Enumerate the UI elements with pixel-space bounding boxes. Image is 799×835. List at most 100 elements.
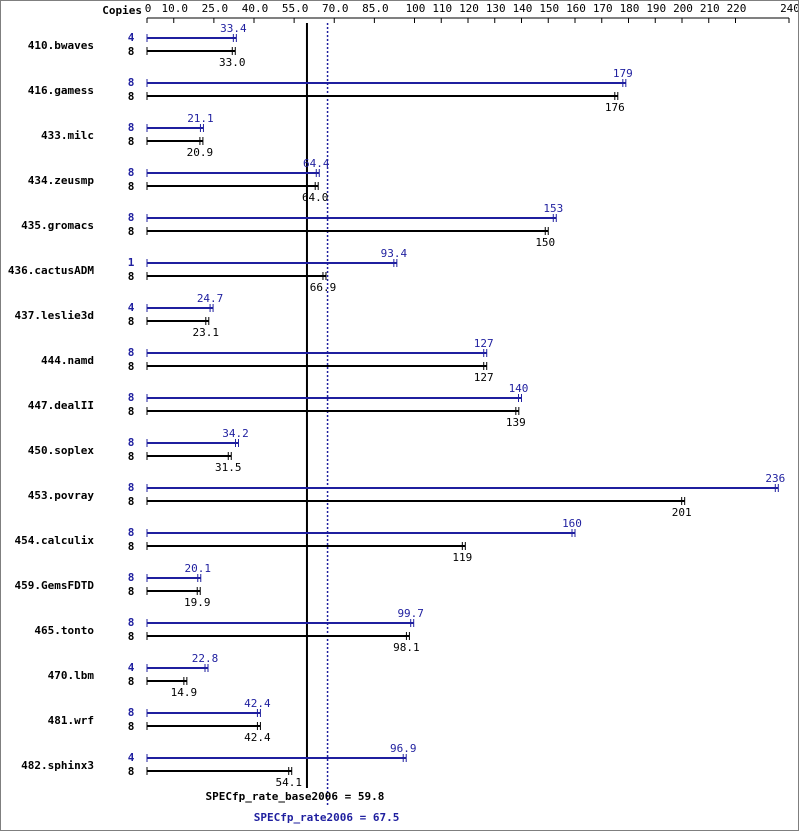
benchmark-name: 454.calculix: [15, 534, 95, 547]
benchmark-row: 447.dealII 88 140 139: [28, 382, 529, 429]
benchmark-row: 459.GemsFDTD 88 20.1 19.9: [15, 562, 212, 609]
benchmark-row: 410.bwaves 48 33.4 33.0: [28, 22, 247, 69]
benchmark-row: 454.calculix 88 160 119: [15, 517, 582, 564]
benchmark-row: 433.milc 88 21.1 20.9: [41, 112, 214, 159]
x-tick-label: 40.0: [242, 2, 269, 15]
benchmark-name: 444.namd: [41, 354, 94, 367]
base-copies: 8: [128, 45, 135, 58]
peak-reference-label: SPECfp_rate2006 = 67.5: [254, 811, 400, 824]
benchmark-name: 465.tonto: [34, 624, 94, 637]
benchmark-row: 435.gromacs 88 153 150: [21, 202, 563, 249]
peak-copies: 4: [128, 661, 135, 674]
x-tick-label: 55.0: [282, 2, 309, 15]
peak-copies: 8: [128, 436, 135, 449]
peak-copies: 4: [128, 751, 135, 764]
peak-copies: 8: [128, 706, 135, 719]
base-copies: 8: [128, 225, 135, 238]
x-tick-label: 200: [673, 2, 693, 15]
peak-value-label: 99.7: [397, 607, 424, 620]
x-tick-label: 240: [780, 2, 798, 15]
x-tick-label: 220: [727, 2, 747, 15]
peak-copies: 8: [128, 391, 135, 404]
base-copies: 8: [128, 720, 135, 733]
peak-value-label: 24.7: [197, 292, 224, 305]
benchmark-row: 482.sphinx3 48 96.9 54.1: [21, 742, 416, 789]
x-tick-label: 160: [566, 2, 586, 15]
copies-header: Copies: [102, 4, 142, 17]
benchmark-row: 434.zeusmp 88 64.4 64.0: [28, 157, 330, 204]
benchmark-rows: 410.bwaves4833.433.0416.gamess8817917643…: [8, 22, 785, 789]
benchmark-row: 436.cactusADM 18 93.4 66.9: [8, 247, 408, 294]
x-tick-label: 210: [700, 2, 720, 15]
x-tick-label: 100: [406, 2, 426, 15]
peak-value-label: 93.4: [381, 247, 408, 260]
base-copies: 8: [128, 675, 135, 688]
peak-copies: 4: [128, 31, 135, 44]
benchmark-row: 453.povray 88 236 201: [28, 472, 785, 519]
x-tick-label: 25.0: [202, 2, 229, 15]
base-value-label: 54.1: [275, 776, 302, 789]
base-value-label: 150: [535, 236, 555, 249]
peak-copies: 1: [128, 256, 135, 269]
peak-value-label: 96.9: [390, 742, 417, 755]
peak-value-label: 21.1: [187, 112, 214, 125]
benchmark-name: 482.sphinx3: [21, 759, 94, 772]
benchmark-name: 410.bwaves: [28, 39, 94, 52]
reference-lines: SPECfp_rate_base2006 = 59.8 SPECfp_rate20…: [206, 23, 400, 824]
base-value-label: 23.1: [193, 326, 220, 339]
benchmark-row: 444.namd 88 127 127: [41, 337, 494, 384]
benchmark-name: 450.soplex: [28, 444, 95, 457]
peak-copies: 8: [128, 526, 135, 539]
peak-copies: 4: [128, 301, 135, 314]
benchmark-name: 470.lbm: [48, 669, 95, 682]
peak-value-label: 160: [562, 517, 582, 530]
base-value-label: 201: [672, 506, 692, 519]
peak-copies: 8: [128, 616, 135, 629]
benchmark-row: 437.leslie3d 48 24.7 23.1: [15, 292, 224, 339]
peak-copies: 8: [128, 166, 135, 179]
base-value-label: 98.1: [393, 641, 420, 654]
peak-copies: 8: [128, 211, 135, 224]
peak-copies: 8: [128, 481, 135, 494]
benchmark-row: 470.lbm 48 22.8 14.9: [48, 652, 219, 699]
peak-value-label: 22.8: [192, 652, 219, 665]
peak-copies: 8: [128, 76, 135, 89]
benchmark-name: 447.dealII: [28, 399, 94, 412]
benchmark-row: 481.wrf 88 42.4 42.4: [48, 697, 271, 744]
benchmark-name: 459.GemsFDTD: [15, 579, 95, 592]
base-copies: 8: [128, 495, 135, 508]
peak-value-label: 153: [543, 202, 563, 215]
base-value-label: 42.4: [244, 731, 271, 744]
benchmark-name: 436.cactusADM: [8, 264, 94, 277]
base-copies: 8: [128, 315, 135, 328]
x-tick-label: 140: [513, 2, 533, 15]
base-copies: 8: [128, 450, 135, 463]
x-tick-label: 70.0: [322, 2, 349, 15]
x-tick-label: 85.0: [362, 2, 389, 15]
base-value-label: 66.9: [310, 281, 337, 294]
benchmark-row: 465.tonto 88 99.7 98.1: [34, 607, 424, 654]
peak-copies: 8: [128, 346, 135, 359]
base-copies: 8: [128, 180, 135, 193]
peak-copies: 8: [128, 571, 135, 584]
base-value-label: 31.5: [215, 461, 242, 474]
benchmark-row: 416.gamess 88 179 176: [28, 67, 633, 114]
base-value-label: 64.0: [302, 191, 329, 204]
base-copies: 8: [128, 630, 135, 643]
base-reference-label: SPECfp_rate_base2006 = 59.8: [206, 790, 385, 803]
x-tick-label: 10.0: [162, 2, 189, 15]
peak-value-label: 33.4: [220, 22, 247, 35]
peak-value-label: 236: [765, 472, 785, 485]
benchmark-name: 434.zeusmp: [28, 174, 95, 187]
base-copies: 8: [128, 585, 135, 598]
base-value-label: 119: [452, 551, 472, 564]
benchmark-name: 433.milc: [41, 129, 94, 142]
base-value-label: 14.9: [171, 686, 198, 699]
base-value-label: 19.9: [184, 596, 211, 609]
x-tick-label: 130: [486, 2, 506, 15]
base-copies: 8: [128, 360, 135, 373]
base-value-label: 33.0: [219, 56, 246, 69]
benchmark-name: 416.gamess: [28, 84, 94, 97]
